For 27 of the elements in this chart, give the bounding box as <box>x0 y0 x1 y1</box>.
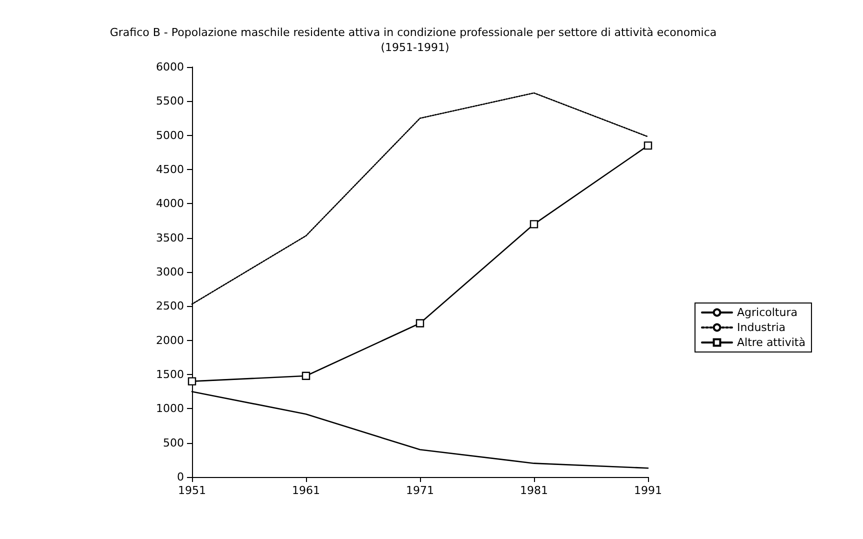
x-tick-label: 1951 <box>178 484 206 497</box>
y-tick-label: 3000 <box>156 266 184 278</box>
x-tick-label: 1991 <box>634 484 662 497</box>
y-tick-label: 500 <box>163 436 184 450</box>
point <box>530 220 538 228</box>
y-tick-label: 1500 <box>156 368 184 381</box>
y-tick-label: 6000 <box>156 60 184 74</box>
y-tick-label: 1000 <box>156 402 184 416</box>
legend-label: Agricoltura <box>737 306 798 319</box>
x-tick-label: 1981 <box>520 484 548 497</box>
x-tick-label: 1961 <box>292 484 320 497</box>
x-tick-label: 1971 <box>406 484 434 497</box>
y-tick-label: 2000 <box>156 334 184 347</box>
y-tick-label: 3500 <box>156 231 184 244</box>
y-tick-label: 5000 <box>156 128 184 142</box>
y-tick-label: 4500 <box>156 163 184 176</box>
point <box>188 377 196 386</box>
point <box>302 372 310 380</box>
point <box>416 319 424 328</box>
y-tick-label: 5500 <box>156 94 184 108</box>
legend-label: Altre attività <box>737 336 806 349</box>
y-tick-label: 2500 <box>156 300 184 313</box>
chart-title: Grafico B - Popolazione maschile residente attiva in condizione professionale per settore di attività economica (1951-1991) <box>110 26 720 54</box>
y-tick-label: 0 <box>177 470 184 484</box>
y-tick-label: 4000 <box>156 197 184 210</box>
legend-label: Industria <box>737 321 786 334</box>
point <box>644 141 652 150</box>
